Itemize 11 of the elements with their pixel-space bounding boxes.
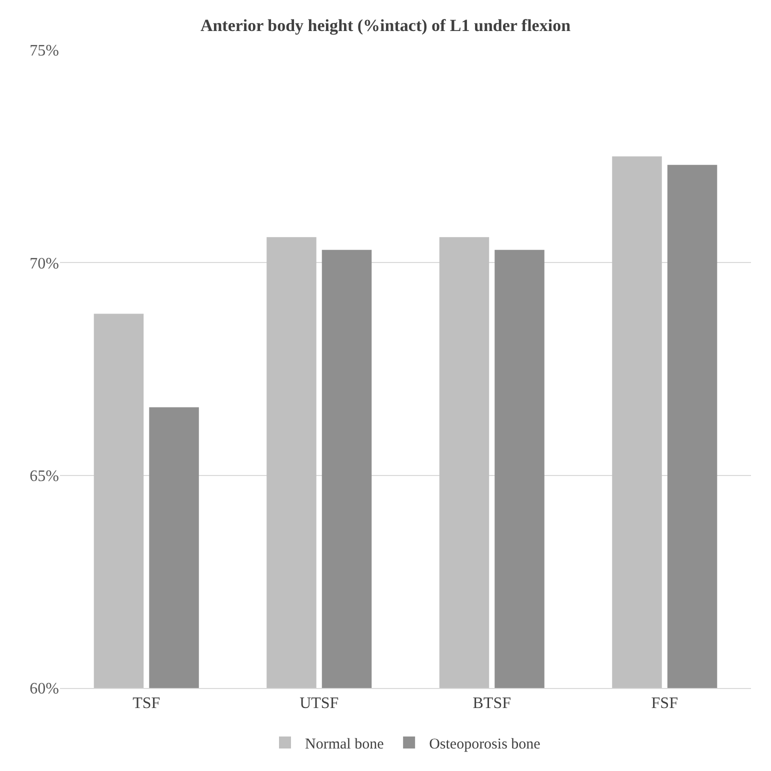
chart-title: Anterior body height (%intact) of L1 under flexion [200,16,572,36]
x-tick-label: UTSF [300,695,339,712]
y-tick-label: 65% [30,468,59,485]
y-tick-label: 75% [30,42,59,60]
y-tick-label: 60% [30,680,59,698]
legend-label: Osteoporosis bone [429,736,541,752]
x-tick-label: TSF [132,695,160,712]
y-tick-label: 70% [30,255,59,272]
x-tick-label: BTSF [472,695,512,712]
x-tick-label: FSF [651,695,678,712]
legend-label: Normal bone [305,736,384,752]
